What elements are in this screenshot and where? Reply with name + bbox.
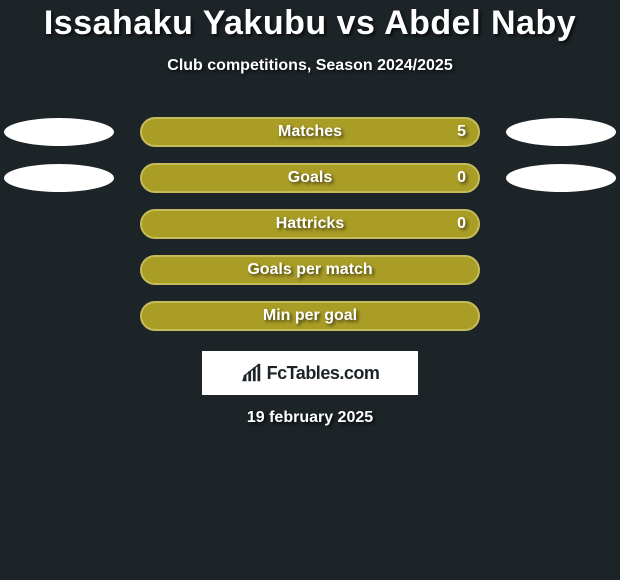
stat-label: Hattricks	[276, 215, 344, 233]
stat-value: 0	[457, 215, 466, 233]
stat-row: Matches 5	[0, 117, 620, 147]
stat-row: Goals 0	[0, 163, 620, 193]
stat-bar: Matches 5	[140, 117, 480, 147]
player-right-marker	[506, 164, 616, 192]
stat-row: Min per goal	[0, 301, 620, 331]
stat-rows: Matches 5 Goals 0 Hattricks 0 Goals per match M…	[0, 117, 620, 331]
stat-bar: Min per goal	[140, 301, 480, 331]
stat-row: Goals per match	[0, 255, 620, 285]
stat-row: Hattricks 0	[0, 209, 620, 239]
page-subtitle: Club competitions, Season 2024/2025	[0, 57, 620, 75]
bar-chart-icon	[241, 362, 263, 384]
date-text: 19 february 2025	[0, 409, 620, 427]
player-left-marker	[4, 164, 114, 192]
stat-label: Matches	[278, 123, 342, 141]
brand-badge: FcTables.com	[202, 351, 418, 395]
player-left-marker	[4, 118, 114, 146]
infographic-container: Issahaku Yakubu vs Abdel Naby Club compe…	[0, 0, 620, 427]
player-right-marker	[506, 118, 616, 146]
stat-bar: Goals per match	[140, 255, 480, 285]
stat-value: 0	[457, 169, 466, 187]
page-title: Issahaku Yakubu vs Abdel Naby	[0, 4, 620, 43]
brand-text: FcTables.com	[267, 363, 380, 384]
stat-value: 5	[457, 123, 466, 141]
stat-bar: Hattricks 0	[140, 209, 480, 239]
stat-label: Goals per match	[247, 261, 372, 279]
stat-label: Min per goal	[263, 307, 357, 325]
stat-label: Goals	[288, 169, 332, 187]
stat-bar: Goals 0	[140, 163, 480, 193]
